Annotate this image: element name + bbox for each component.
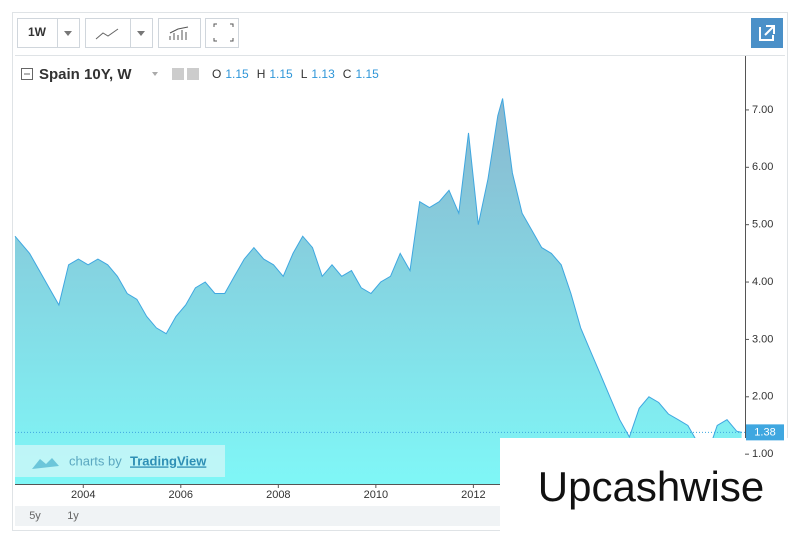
ohlc-key: C — [343, 67, 352, 81]
watermark-brand[interactable]: TradingView — [130, 453, 207, 468]
last-value-label: 1.38 — [754, 426, 775, 438]
popout-icon — [759, 25, 775, 41]
indicator-icon — [169, 26, 189, 40]
ohlc-key: L — [301, 67, 308, 81]
style-icon — [95, 28, 119, 40]
last-value-box — [746, 424, 784, 441]
x-tick-label: 2010 — [364, 489, 388, 501]
x-tick-label: 2008 — [266, 489, 290, 501]
y-tick-label: 2.00 — [752, 391, 773, 403]
x-tick-label: 2006 — [169, 489, 193, 501]
chart-style-button[interactable] — [85, 18, 131, 48]
x-tick-label: 2012 — [461, 489, 485, 501]
y-tick-label: 1.00 — [752, 448, 773, 460]
ohlc-key: H — [257, 67, 266, 81]
indicators-button[interactable] — [158, 18, 201, 48]
ohlc-key: O — [212, 67, 221, 81]
overlay-text: Upcashwise — [538, 463, 764, 510]
range-button[interactable]: 1y — [67, 510, 79, 522]
caret — [137, 31, 145, 36]
settings-icon[interactable] — [172, 68, 184, 80]
ohlc-value: 1.15 — [355, 67, 379, 81]
area-fill — [15, 98, 742, 484]
y-tick-label: 3.00 — [752, 333, 773, 345]
ohlc-value: 1.13 — [311, 67, 335, 81]
watermark-logo — [32, 458, 59, 469]
y-tick-label: 6.00 — [752, 161, 773, 173]
ohlc-value: 1.15 — [225, 67, 249, 81]
watermark-prefix: charts by — [69, 453, 122, 468]
overlay-box — [500, 438, 790, 532]
x-tick-label: 2004 — [71, 489, 95, 501]
interval-label: 1W — [28, 25, 47, 39]
chart-title: Spain 10Y, W — [39, 66, 132, 83]
fullscreen-icon — [213, 23, 234, 42]
visibility-icon[interactable] — [187, 68, 199, 80]
y-tick-label: 5.00 — [752, 219, 773, 231]
caret — [64, 31, 72, 36]
y-tick-label: 4.00 — [752, 276, 773, 288]
range-button[interactable]: 5y — [29, 510, 41, 522]
y-tick-label: 7.00 — [752, 104, 773, 116]
price-line — [14, 98, 742, 456]
interval-button[interactable] — [17, 18, 58, 48]
ohlc-value: 1.15 — [269, 67, 293, 81]
caret — [152, 72, 158, 76]
fullscreen-button[interactable] — [205, 18, 239, 48]
